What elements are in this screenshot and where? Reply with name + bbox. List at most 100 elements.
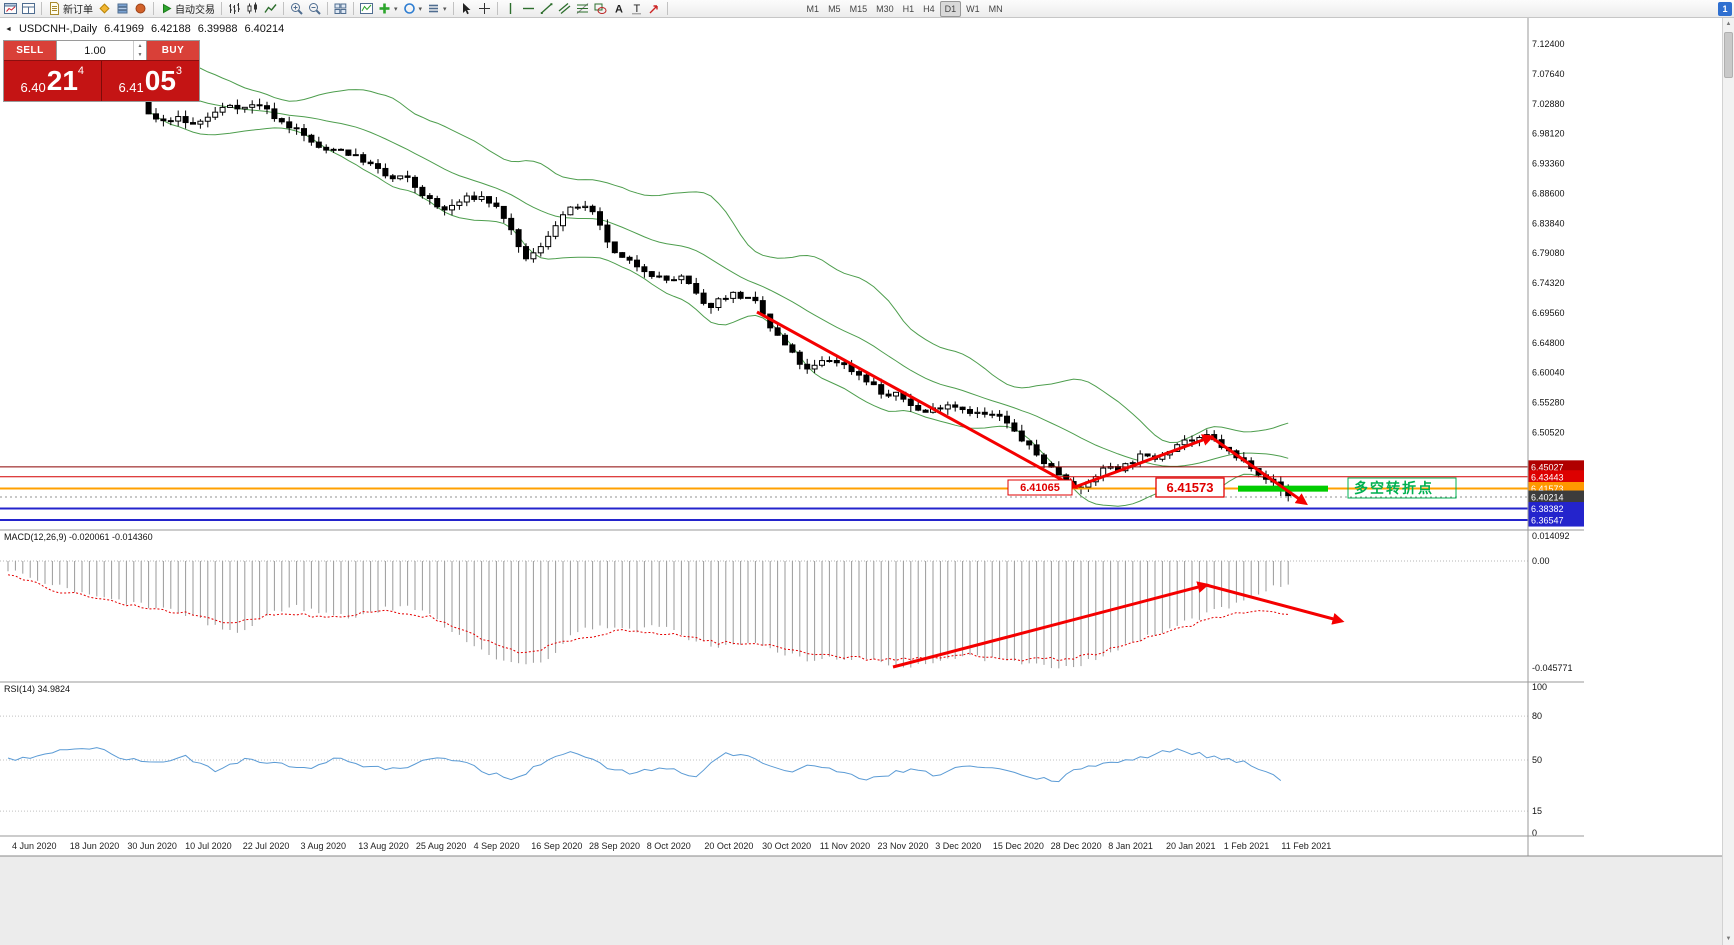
- scroll-up-icon[interactable]: ▲: [1725, 21, 1732, 27]
- date-label: 28 Dec 2020: [1051, 841, 1102, 851]
- scroll-down-icon[interactable]: ▼: [1725, 936, 1732, 942]
- toolbar-separator: [353, 2, 354, 15]
- timeframe-mn-button[interactable]: MN: [988, 3, 1003, 14]
- date-label: 3 Dec 2020: [935, 841, 981, 851]
- buy-button[interactable]: BUY: [147, 41, 199, 60]
- volume-field[interactable]: 1.00 ▲ ▼: [56, 41, 147, 60]
- date-label: 8 Oct 2020: [647, 841, 691, 851]
- symbol-period-label: USDCNH-,Daily: [18, 23, 98, 35]
- new-order-button[interactable]: 新订单: [46, 1, 95, 17]
- trend-arrow[interactable]: [892, 581, 1210, 669]
- sell-price[interactable]: 6.40 21 4: [4, 61, 102, 101]
- scrollbar-thumb[interactable]: [1724, 32, 1733, 78]
- date-label: 23 Nov 2020: [878, 841, 929, 851]
- shapes-icon[interactable]: [592, 1, 609, 17]
- price-axis-tag: [1528, 513, 1584, 527]
- date-label: 11 Nov 2020: [820, 841, 870, 851]
- fibonacci-icon[interactable]: [574, 1, 591, 17]
- text-icon[interactable]: A: [610, 1, 627, 17]
- timeframe-m15-button[interactable]: M15: [849, 3, 868, 14]
- timeframe-d1-button[interactable]: D1: [939, 0, 962, 17]
- rsi-axis-label: 15: [1532, 806, 1542, 816]
- community-icon[interactable]: [132, 1, 149, 17]
- notification-badge[interactable]: 1: [1718, 2, 1732, 16]
- price-axis-tag: [1528, 460, 1584, 474]
- svg-text:T: T: [633, 3, 640, 15]
- vertical-line-icon[interactable]: [502, 1, 519, 17]
- autotrading-button[interactable]: 自动交易: [158, 1, 217, 17]
- svg-text:6.38382: 6.38382: [1531, 504, 1564, 514]
- objects-icon[interactable]: ▾: [401, 1, 425, 17]
- channel-icon[interactable]: [556, 1, 573, 17]
- sell-button[interactable]: SELL: [4, 41, 56, 60]
- date-label: 4 Sep 2020: [474, 841, 520, 851]
- price-axis-label: 7.12400: [1532, 39, 1565, 49]
- svg-text:6.40214: 6.40214: [1531, 493, 1564, 503]
- cursor-icon[interactable]: [458, 1, 475, 17]
- svg-text:多空转折点: 多空转折点: [1354, 480, 1434, 496]
- templates-icon[interactable]: ▾: [429, 4, 447, 13]
- volume-stepper[interactable]: ▲ ▼: [133, 41, 146, 60]
- svg-text:6.41573: 6.41573: [1531, 484, 1564, 494]
- trend-arrow[interactable]: [1210, 435, 1308, 506]
- crosshair-icon[interactable]: [476, 1, 493, 17]
- horizontal-line-icon[interactable]: [520, 1, 537, 17]
- trend-arrow[interactable]: [756, 310, 1079, 489]
- candlestick-chart-icon[interactable]: [244, 1, 261, 17]
- price-axis-label: 6.55280: [1532, 398, 1565, 408]
- vertical-scrollbar[interactable]: ▲ ▼: [1722, 18, 1734, 945]
- toolbar-separator: [496, 2, 498, 15]
- low-price-label[interactable]: [1007, 479, 1073, 496]
- high-value: 6.42188: [150, 23, 191, 35]
- toolbar-separator: [221, 2, 222, 15]
- add-indicator-icon[interactable]: ▾: [379, 3, 398, 14]
- price-chart[interactable]: 6.450276.434436.415736.402146.383826.365…: [0, 18, 1734, 945]
- volume-down-icon[interactable]: ▼: [137, 52, 143, 59]
- timeframe-w1-button[interactable]: W1: [966, 3, 980, 14]
- toolbar-separator: [153, 2, 154, 15]
- timeframe-m5-button[interactable]: M5: [828, 3, 841, 14]
- arrow-objects-icon[interactable]: [646, 1, 663, 17]
- sell-price-big: 21: [46, 65, 78, 96]
- volume-up-icon[interactable]: ▲: [137, 42, 143, 49]
- new-chart-icon[interactable]: [2, 1, 19, 17]
- toolbar-separator: [666, 2, 668, 15]
- profiles-icon[interactable]: [20, 1, 37, 17]
- toolbar-separator: [283, 2, 284, 15]
- indicators-icon[interactable]: [358, 1, 375, 17]
- low-value: 6.39988: [197, 23, 238, 35]
- macd-label: MACD(12,26,9) -0.020061 -0.014360: [4, 532, 153, 542]
- tile-windows-icon[interactable]: [332, 1, 349, 17]
- zoom-in-icon[interactable]: [288, 1, 305, 17]
- svg-text:6.41065: 6.41065: [1020, 482, 1060, 494]
- market-watch-icon[interactable]: [114, 1, 131, 17]
- date-label: 30 Oct 2020: [762, 841, 811, 851]
- timeframe-m1-button[interactable]: M1: [806, 3, 820, 14]
- rsi-axis-label: 0: [1532, 828, 1537, 838]
- trend-arrow[interactable]: [1205, 583, 1345, 625]
- bollinger-bands: [148, 52, 1289, 507]
- history-center-icon[interactable]: [96, 1, 113, 17]
- macd-axis-label: -0.045771: [1532, 663, 1573, 673]
- timeframe-h1-button[interactable]: H1: [902, 3, 915, 14]
- turning-point-label[interactable]: [1347, 477, 1457, 499]
- svg-text:6.41573: 6.41573: [1167, 480, 1214, 495]
- zoom-out-icon[interactable]: [306, 1, 323, 17]
- price-axis-label: 6.93360: [1532, 159, 1565, 169]
- trendline-icon[interactable]: [538, 1, 555, 17]
- sell-price-sup: 4: [77, 65, 85, 77]
- trend-arrow[interactable]: [1074, 434, 1215, 489]
- timeframe-h4-button[interactable]: H4: [923, 3, 935, 14]
- buy-price[interactable]: 6.41 05 3: [101, 61, 199, 101]
- label-icon[interactable]: T: [628, 1, 645, 17]
- timeframe-m30-button[interactable]: M30: [876, 3, 894, 14]
- level-price-label[interactable]: [1155, 477, 1225, 498]
- volume-value[interactable]: 1.00: [84, 44, 106, 57]
- rsi-axis-label: 50: [1532, 755, 1542, 765]
- close-value: 6.40214: [244, 23, 285, 35]
- line-chart-icon[interactable]: [262, 1, 279, 17]
- date-label: 22 Jul 2020: [243, 841, 290, 851]
- bar-chart-icon[interactable]: [226, 1, 243, 17]
- date-label: 13 Aug 2020: [358, 841, 409, 851]
